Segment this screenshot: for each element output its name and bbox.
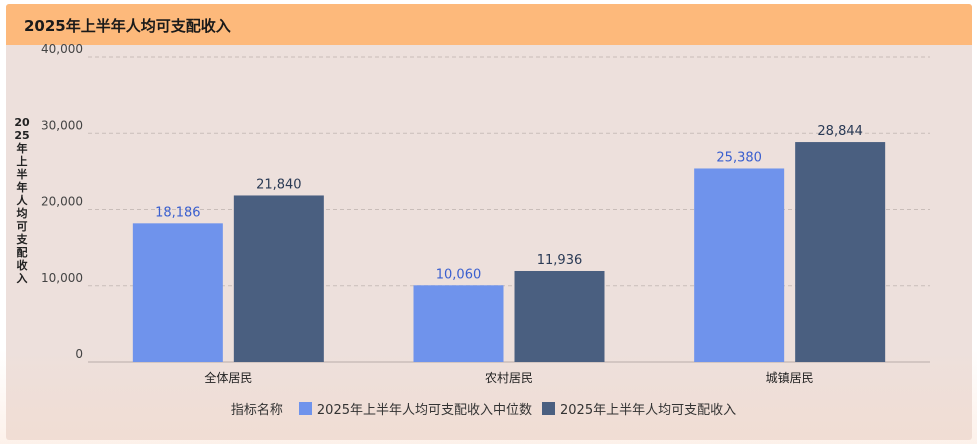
data-label: 10,060	[436, 267, 482, 282]
bar[interactable]	[233, 195, 324, 362]
bar[interactable]	[413, 285, 504, 362]
legend-item-median[interactable]: 2025年上半年人均可支配收入中位数	[298, 399, 532, 418]
x-tick-label: 农村居民	[485, 371, 533, 385]
y-axis-label: 2025年上半年人均可支配收入	[14, 116, 30, 285]
y-tick-label: 40,000	[41, 42, 83, 56]
x-tick-label: 城镇居民	[766, 371, 814, 385]
y-tick-label: 10,000	[41, 271, 83, 285]
y-tick-label: 30,000	[41, 118, 83, 132]
legend-item-mean[interactable]: 2025年上半年人均可支配收入	[542, 399, 736, 418]
legend-title: 指标名称	[230, 402, 283, 418]
legend-label-median: 2025年上半年人均可支配收入中位数	[316, 402, 532, 418]
chart-title: 2025年上半年人均可支配收入	[24, 17, 231, 35]
data-label: 28,844	[817, 124, 863, 139]
bar[interactable]	[795, 142, 886, 362]
y-tick-label: 20,000	[41, 195, 83, 209]
data-label: 21,840	[256, 177, 302, 192]
legend-swatch-median	[298, 401, 312, 415]
background-glow	[0, 350, 977, 444]
x-tick-label: 全体居民	[204, 370, 252, 385]
data-label: 25,380	[716, 150, 762, 165]
chart-header: 2025年上半年人均可支配收入	[6, 4, 972, 45]
data-label: 11,936	[537, 253, 583, 268]
bar[interactable]	[514, 270, 605, 362]
bar[interactable]	[132, 223, 223, 362]
data-label: 18,186	[155, 205, 201, 220]
legend-label-mean: 2025年上半年人均可支配收入	[560, 402, 737, 418]
legend: 指标名称 2025年上半年人均可支配收入中位数 2025年上半年人均可支配收入	[0, 398, 977, 418]
bar[interactable]	[694, 168, 785, 362]
legend-swatch-mean	[542, 401, 555, 415]
y-tick-label: 0	[75, 347, 83, 361]
